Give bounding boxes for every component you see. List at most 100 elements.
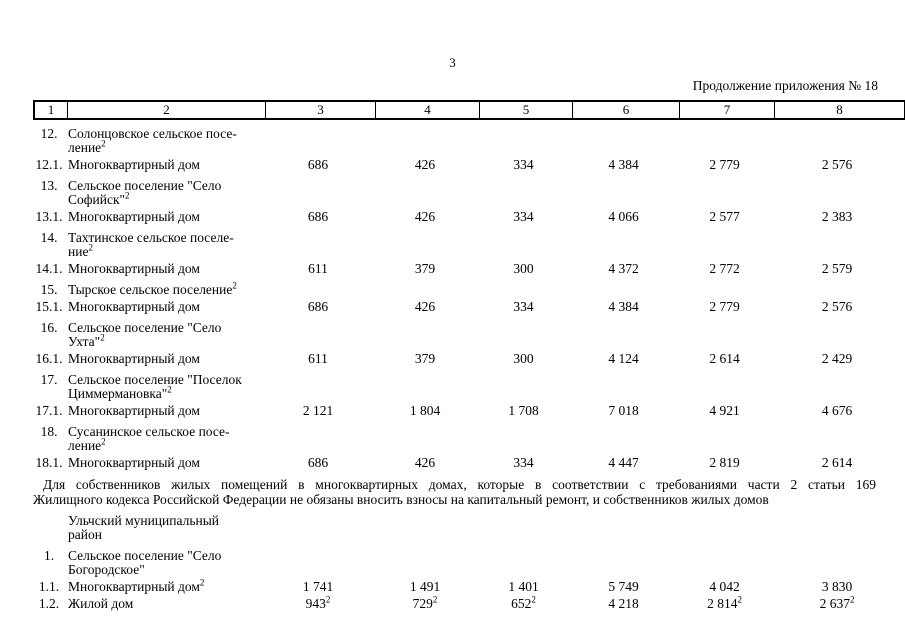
row-label-text: Жилой дом [68,596,134,611]
cell-value [263,373,373,401]
cell-value: 7292 [373,595,477,611]
cell-value: 5 749 [570,580,677,594]
cell-value [373,373,477,401]
cell-value: 2 8142 [677,595,772,611]
cell-value: 334 [477,300,570,314]
footnote-marker: 2 [167,384,172,395]
cell-value-text: 4 124 [608,351,639,366]
row-label-text: Тахтинское сельское поселе- ние [68,230,234,259]
cell-value: 4 372 [570,262,677,276]
footnote-marker: 2 [199,577,205,588]
table-row: 18.1. Многоквартирный дом 686 426 334 4 447 2 … [33,456,905,470]
cell-value-text: 4 372 [608,261,639,276]
cell-value [570,231,677,259]
cell-value: 334 [477,456,570,470]
table-row: 1.1. Многоквартирный дом2 1 741 1 491 1 401 5… [33,577,905,594]
row-label: Сусанинское сельское посе- ление2 [65,425,263,453]
table-row: 12.1. Многоквартирный дом 686 426 334 4 384 2 … [33,158,905,172]
cell-value: 9432 [263,595,373,611]
cell-value: 2 779 [677,300,772,314]
cell-value: 334 [477,158,570,172]
cell-value-text: 611 [308,261,328,276]
cell-value [570,321,677,349]
cell-value: 426 [373,300,477,314]
cell-value-text: 379 [414,351,436,366]
row-label-text: Многоквартирный дом [68,351,200,366]
cell-value-text: 2 579 [821,261,853,276]
cell-value [477,321,570,349]
footnote-marker: 2 [849,594,855,605]
cell-value: 379 [373,262,477,276]
row-number: 12.1. [35,157,63,172]
cell-value: 4 384 [570,300,677,314]
cell-value [263,179,373,207]
row-label: Сельское поселение "Село Богородское" [65,549,263,577]
table-row: 18. Сусанинское сельское посе- ление2 [33,425,905,453]
row-label: Тахтинское сельское поселе- ние2 [65,231,263,259]
cell-value [477,549,570,577]
appendix-continuation-label: Продолжение приложения № 18 [692,78,878,93]
cell-value-text: 2 779 [709,157,740,172]
cell-value [677,514,772,542]
cell-value-text: 426 [414,157,436,172]
cell-value-text: 426 [414,299,436,314]
footnote-marker: 2 [88,242,93,253]
cell-value [373,549,477,577]
row-label-text: Сельское поселение "Поселок Циммермановк… [68,372,242,401]
cell-value [373,127,477,155]
cell-value-text: 7 018 [608,403,639,418]
cell-value-text: 334 [513,157,534,172]
cell-value-text: 426 [414,209,436,224]
note-line-1: Для собственников жилых помещений в мног… [43,477,876,492]
cell-value-text: 334 [513,209,534,224]
cell-value [263,321,373,349]
cell-value-text: 4 066 [608,209,639,224]
cell-value: 2 576 [772,158,902,172]
cell-value: 2 121 [263,404,373,418]
footnote-marker: 2 [531,594,536,605]
cell-value: 611 [263,262,373,276]
footnote-marker: 2 [100,332,105,343]
cell-value [263,231,373,259]
cell-value: 686 [263,300,373,314]
cell-value: 2 429 [772,352,902,366]
cell-value [677,425,772,453]
row-label-text: Сельское поселение "Село Софийск" [68,178,222,207]
table-body-top: 12. Солонцовское сельское посе- ление2 12.… [33,127,905,470]
cell-value-text: 2 577 [709,209,740,224]
cell-value [373,179,477,207]
cell-value-text: 686 [307,157,329,172]
cell-value-text: 2 614 [821,455,853,470]
table-row: 16. Сельское поселение "Село Ухта"2 [33,321,905,349]
cell-value [263,425,373,453]
cell-value: 686 [263,456,373,470]
cell-value-text: 2 429 [821,351,853,366]
cell-value [677,321,772,349]
cell-value: 2 614 [677,352,772,366]
cell-value-text: 3 830 [821,579,853,594]
cell-value-text: 1 491 [409,579,441,594]
row-number: 13.1. [35,209,63,224]
cell-value: 426 [373,158,477,172]
row-number: 16.1. [35,351,63,366]
column-header-5: 5 [479,102,572,118]
cell-value-text: 300 [513,351,534,366]
row-number [33,514,65,542]
cell-value-text: 2 637 [819,596,850,611]
row-label: Многоквартирный дом [65,210,263,224]
cell-value: 4 676 [772,404,902,418]
cell-value-text: 1 708 [508,403,539,418]
cell-value [263,514,373,542]
table-row: 1.2. Жилой дом 9432 7292 6522 4 218 2 8142 2 63… [33,594,905,611]
cell-value [477,283,570,297]
footnote-marker: 2 [101,436,106,447]
cell-value [570,283,677,297]
cell-value: 2 6372 [772,594,902,611]
row-number: 14. [40,230,58,245]
cell-value: 7 018 [570,404,677,418]
row-label-text: Многоквартирный дом [68,261,200,276]
row-label-text: Многоквартирный дом [68,299,200,314]
cell-value [263,549,373,577]
cell-value [477,231,570,259]
cell-value [677,179,772,207]
